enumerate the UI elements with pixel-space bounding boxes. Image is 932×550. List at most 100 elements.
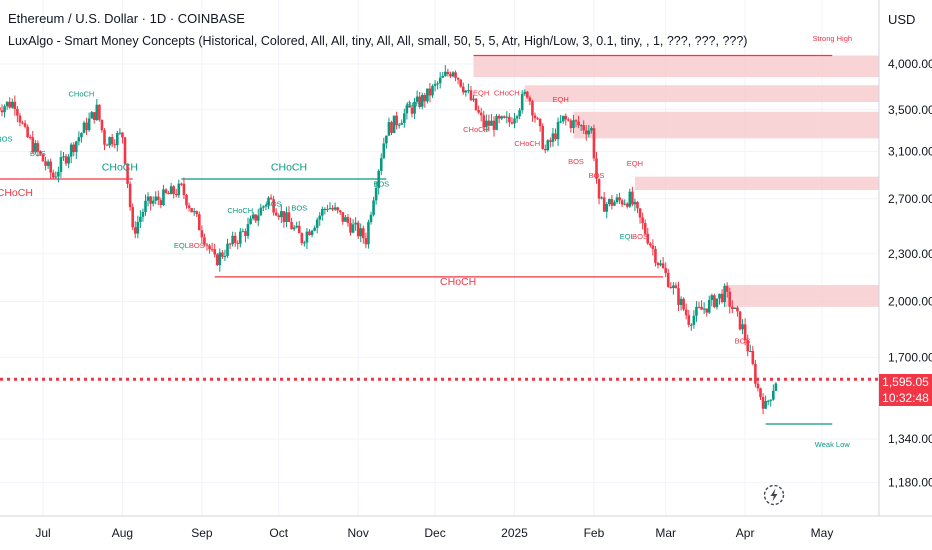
candle-body bbox=[513, 118, 516, 124]
candle-body bbox=[249, 218, 252, 225]
tradingview-logo-icon[interactable] bbox=[763, 484, 785, 506]
candle-body bbox=[59, 157, 63, 172]
candle-body bbox=[213, 249, 216, 255]
candle-body bbox=[362, 228, 365, 239]
candle-body bbox=[226, 243, 229, 256]
candle-body bbox=[684, 309, 688, 316]
candle-body bbox=[190, 208, 193, 213]
candle-body bbox=[185, 195, 188, 206]
candle-body bbox=[669, 286, 673, 289]
candle-body bbox=[262, 206, 265, 208]
candle-body bbox=[451, 72, 455, 77]
candle-body bbox=[336, 207, 339, 211]
candle-body bbox=[705, 308, 708, 313]
price-axis[interactable]: 1,180.00 1,340.00 1,700.00 2,000.00 2,300.00… bbox=[888, 57, 932, 490]
structure-label: BOS bbox=[266, 199, 282, 208]
candle-body bbox=[379, 158, 383, 171]
candle-body bbox=[133, 227, 137, 234]
candle-body bbox=[82, 122, 86, 134]
candle-body bbox=[574, 120, 578, 122]
candle-body bbox=[623, 203, 626, 205]
candle-body bbox=[759, 388, 762, 398]
candle-body bbox=[608, 199, 611, 205]
structure-label: BOS bbox=[30, 149, 46, 158]
candle-body bbox=[518, 110, 521, 117]
candle-body bbox=[508, 116, 511, 123]
candle-body bbox=[233, 235, 237, 243]
candle-body bbox=[505, 116, 509, 118]
candle-body bbox=[600, 197, 603, 199]
candle-body bbox=[528, 97, 532, 102]
candle-body bbox=[559, 121, 562, 123]
candle-body bbox=[54, 176, 58, 178]
candle-body bbox=[272, 199, 275, 213]
candle-body bbox=[198, 214, 201, 231]
order-block-zones bbox=[473, 55, 879, 307]
candle-body bbox=[561, 115, 565, 122]
candle-body bbox=[474, 98, 478, 111]
structure-label: EQH bbox=[552, 95, 568, 104]
structure-label: BOS bbox=[632, 232, 648, 241]
candle-body bbox=[344, 217, 347, 222]
candle-body bbox=[215, 254, 219, 266]
symbol-title[interactable]: Ethereum / U.S. Dollar · 1D · COINBASE bbox=[8, 11, 245, 26]
candle-body bbox=[110, 137, 114, 145]
candle-body bbox=[210, 249, 214, 251]
candle-body bbox=[420, 94, 424, 107]
candle-body bbox=[533, 115, 537, 119]
candle-body bbox=[469, 90, 473, 101]
price-tick-label: 1,700.00 bbox=[888, 350, 932, 364]
currency-label[interactable]: USD bbox=[888, 12, 916, 27]
candle-body bbox=[192, 211, 196, 213]
candle-body bbox=[341, 212, 345, 222]
candle-body bbox=[377, 170, 380, 188]
candle-body bbox=[154, 196, 158, 201]
indicator-legend[interactable]: LuxAlgo - Smart Money Concepts (Historic… bbox=[8, 34, 748, 48]
candle-body bbox=[428, 88, 432, 96]
candle-body bbox=[446, 71, 450, 75]
structure-label: CHoCH bbox=[271, 162, 307, 174]
time-axis[interactable]: Jul Aug Sep Oct Nov Dec 2025 Feb Mar Apr May bbox=[35, 526, 833, 540]
structure-label: CHoCH bbox=[463, 125, 489, 134]
candle-body bbox=[136, 221, 140, 234]
structure-label: EQL bbox=[620, 232, 635, 241]
candle-body bbox=[605, 204, 609, 212]
candle-body bbox=[492, 120, 496, 130]
candle-body bbox=[292, 227, 296, 230]
candle-body bbox=[387, 122, 391, 136]
candle-body bbox=[746, 340, 749, 352]
candle-body bbox=[374, 187, 378, 201]
structure-label: CHoCH bbox=[102, 162, 138, 174]
candle-body bbox=[695, 306, 698, 316]
candle-body bbox=[754, 363, 757, 384]
structure-labels: CHoCHEQLBOSBOSCHoCHCHoCHCHoCHEQLBOSCHoCH… bbox=[0, 34, 852, 449]
candle-body bbox=[364, 238, 368, 245]
candle-body bbox=[520, 93, 524, 111]
candle-body bbox=[472, 98, 475, 101]
candle-body bbox=[748, 350, 752, 352]
candle-body bbox=[456, 77, 460, 80]
candle-body bbox=[121, 132, 124, 138]
candle-body bbox=[349, 222, 352, 233]
candle-body bbox=[579, 125, 583, 127]
candle-body bbox=[236, 242, 240, 244]
candle-body bbox=[382, 143, 386, 159]
candle-body bbox=[413, 101, 416, 114]
candle-body bbox=[100, 119, 104, 131]
candle-body bbox=[367, 222, 370, 245]
candle-body bbox=[649, 243, 652, 246]
candle-body bbox=[687, 315, 691, 325]
candle-body bbox=[280, 211, 283, 218]
candle-body bbox=[356, 222, 360, 237]
candle-body bbox=[282, 211, 286, 222]
candle-body bbox=[602, 197, 606, 212]
candle-body bbox=[692, 315, 696, 325]
structure-label: BOS bbox=[189, 241, 205, 250]
candle-body bbox=[764, 401, 767, 409]
candle-body bbox=[697, 306, 701, 308]
candle-body bbox=[318, 215, 322, 220]
candle-body bbox=[572, 120, 575, 129]
structure-label: EQH bbox=[473, 88, 489, 97]
candle-body bbox=[679, 298, 683, 306]
